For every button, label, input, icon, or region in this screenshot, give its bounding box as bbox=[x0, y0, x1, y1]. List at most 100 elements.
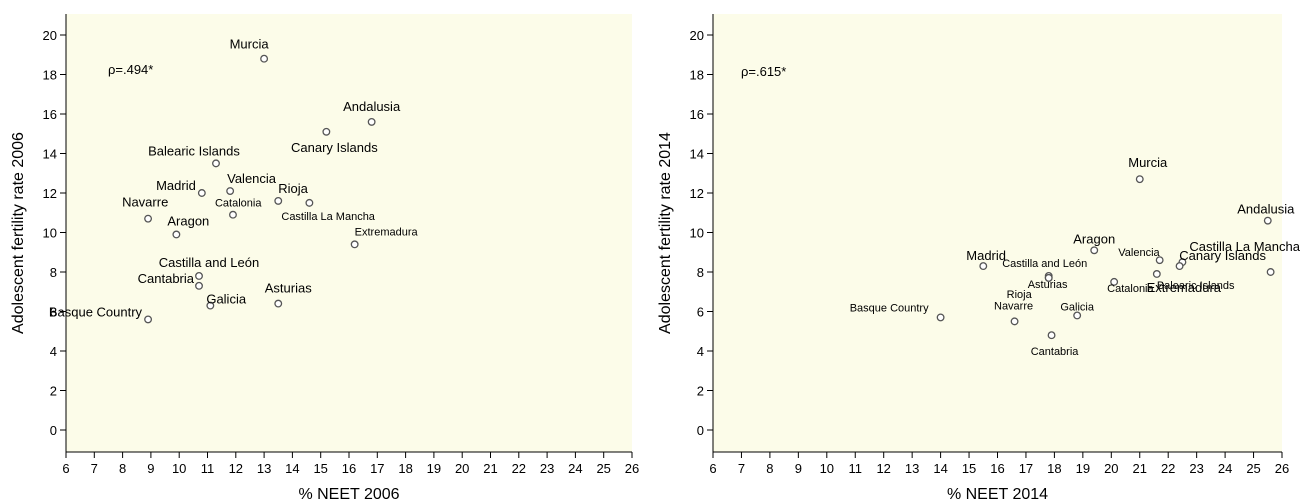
x-tick-label: 17 bbox=[370, 461, 384, 476]
x-tick-label: 24 bbox=[568, 461, 582, 476]
data-point bbox=[229, 210, 237, 219]
data-point bbox=[195, 281, 203, 290]
point-label: Madrid bbox=[156, 178, 196, 193]
y-tick-label: 12 bbox=[43, 186, 57, 201]
data-point bbox=[260, 54, 269, 63]
y-tick-label: 2 bbox=[50, 384, 57, 399]
data-point bbox=[1175, 262, 1184, 271]
point-label: Valencia bbox=[227, 171, 277, 186]
point-label: Galicia bbox=[1060, 301, 1095, 313]
point-label: Catalonia bbox=[215, 198, 262, 210]
data-point bbox=[1010, 317, 1019, 326]
y-tick-label: 2 bbox=[697, 384, 704, 399]
chart-panel-2014: 6 7 8 9 10 11 12 13 14 15 16 17 18 19 20 21 22 23 24 25 2602… bbox=[657, 14, 1301, 503]
y-tick-label: 14 bbox=[690, 147, 704, 162]
x-tick-label: 7 bbox=[738, 461, 745, 476]
y-tick-label: 20 bbox=[43, 28, 57, 43]
x-tick-label: 6 bbox=[62, 461, 69, 476]
point-label: Murcia bbox=[1128, 155, 1168, 170]
x-tick-label: 13 bbox=[257, 461, 271, 476]
y-tick-label: 18 bbox=[690, 68, 704, 83]
data-point bbox=[144, 214, 153, 223]
y-tick-label: 4 bbox=[697, 344, 704, 359]
x-axis-title: % NEET 2006 bbox=[298, 486, 399, 503]
x-tick-label: 19 bbox=[1076, 461, 1090, 476]
x-tick-label: 6 bbox=[709, 461, 716, 476]
data-point bbox=[1266, 268, 1275, 276]
y-tick-label: 8 bbox=[697, 265, 704, 280]
x-tick-label: 23 bbox=[1189, 461, 1203, 476]
data-point bbox=[1263, 216, 1272, 225]
point-label: Asturias bbox=[1028, 279, 1068, 291]
x-tick-label: 22 bbox=[1161, 461, 1175, 476]
point-label: Aragon bbox=[167, 213, 209, 228]
x-tick-label: 12 bbox=[229, 461, 243, 476]
point-label: Andalusia bbox=[343, 99, 401, 114]
x-tick-label: 19 bbox=[427, 461, 441, 476]
point-label: Castilla and León bbox=[1002, 258, 1087, 270]
correlation-annotation: ρ=.615* bbox=[741, 64, 786, 79]
point-label: Basque Country bbox=[850, 302, 929, 314]
point-label: Balearic Islands bbox=[1157, 280, 1235, 292]
y-tick-label: 10 bbox=[43, 226, 57, 241]
data-point bbox=[1155, 256, 1164, 265]
x-tick-label: 22 bbox=[512, 461, 526, 476]
point-label: Aragon bbox=[1073, 231, 1115, 246]
y-tick-label: 8 bbox=[50, 265, 57, 280]
point-label: Navarre bbox=[994, 300, 1033, 312]
data-point bbox=[195, 272, 203, 280]
point-label: Canary Islands bbox=[1179, 248, 1266, 263]
point-label: Castilla La Mancha bbox=[1189, 239, 1300, 254]
y-tick-label: 18 bbox=[43, 68, 57, 83]
y-tick-label: 0 bbox=[50, 423, 57, 438]
y-tick-label: 16 bbox=[690, 107, 704, 122]
point-label: Navarre bbox=[122, 195, 168, 210]
data-point bbox=[144, 315, 153, 324]
data-point bbox=[936, 313, 945, 322]
y-tick-label: 6 bbox=[697, 305, 704, 320]
x-tick-label: 18 bbox=[1047, 461, 1061, 476]
x-tick-label: 14 bbox=[933, 461, 947, 476]
data-point bbox=[322, 127, 331, 136]
y-tick-label: 20 bbox=[690, 28, 704, 43]
x-tick-label: 23 bbox=[540, 461, 554, 476]
x-tick-label: 8 bbox=[766, 461, 773, 476]
x-tick-label: 21 bbox=[483, 461, 497, 476]
chart-panel-2006: 6 7 8 9 10 11 12 13 14 15 16 17 18 19 20 21 22 23 24 25 2602… bbox=[10, 14, 639, 503]
point-label: Basque Country bbox=[49, 304, 143, 319]
x-axis-title: % NEET 2014 bbox=[947, 486, 1048, 503]
data-point bbox=[1135, 175, 1144, 184]
y-axis-title: Adolescent fertility rate 2014 bbox=[657, 132, 674, 334]
x-tick-label: 11 bbox=[849, 461, 863, 476]
data-point bbox=[367, 117, 376, 126]
x-tick-label: 26 bbox=[625, 461, 639, 476]
x-tick-label: 16 bbox=[990, 461, 1004, 476]
x-tick-label: 10 bbox=[172, 461, 186, 476]
point-label: Catalonia bbox=[1107, 283, 1154, 295]
point-label: Rioja bbox=[1007, 289, 1033, 301]
y-axis-title: Adolescent fertility rate 2006 bbox=[10, 132, 27, 334]
x-tick-label: 18 bbox=[398, 461, 412, 476]
y-tick-label: 0 bbox=[697, 423, 704, 438]
data-point bbox=[172, 230, 181, 239]
data-point bbox=[1152, 270, 1161, 278]
y-tick-label: 12 bbox=[690, 186, 704, 201]
x-tick-label: 10 bbox=[820, 461, 834, 476]
x-tick-label: 21 bbox=[1133, 461, 1147, 476]
x-tick-label: 24 bbox=[1218, 461, 1232, 476]
point-label: Extremadura bbox=[1147, 280, 1222, 295]
data-point bbox=[274, 196, 283, 205]
x-tick-label: 15 bbox=[962, 461, 976, 476]
x-tick-label: 8 bbox=[119, 461, 126, 476]
x-tick-label: 16 bbox=[342, 461, 356, 476]
x-tick-label: 15 bbox=[313, 461, 327, 476]
x-tick-label: 17 bbox=[1019, 461, 1033, 476]
point-label: Cantabria bbox=[138, 271, 195, 286]
x-tick-label: 11 bbox=[201, 461, 215, 476]
point-label: Andalusia bbox=[1237, 202, 1295, 217]
y-tick-label: 16 bbox=[43, 107, 57, 122]
plot-area bbox=[713, 14, 1282, 452]
x-tick-label: 20 bbox=[1104, 461, 1118, 476]
point-label: Galicia bbox=[206, 292, 247, 307]
